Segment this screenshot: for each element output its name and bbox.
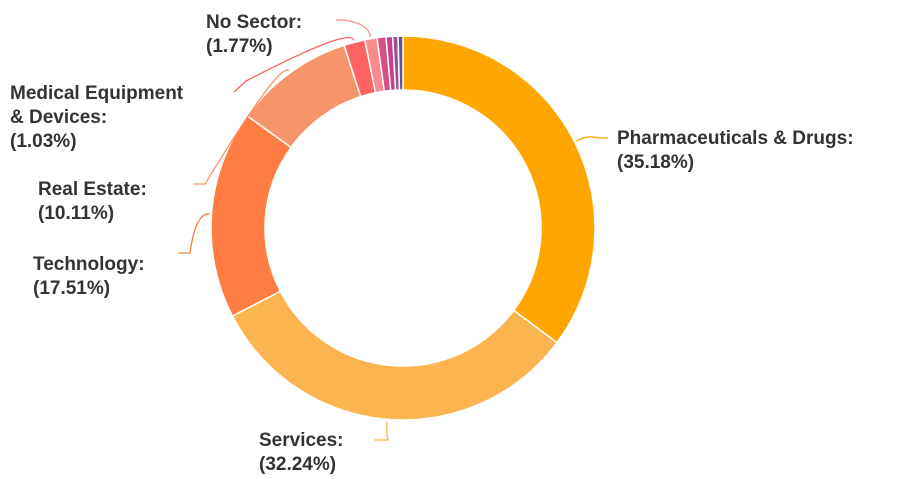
leader-lines — [178, 19, 608, 441]
leader-line-technology — [178, 213, 210, 254]
slice-minor-9[interactable] — [397, 35, 404, 91]
leader-line-pharmaceuticals-and-drugs — [576, 136, 608, 142]
slice-labels: Pharmaceuticals & Drugs: (35.18%) Services… — [10, 12, 854, 475]
leader-line-no-sector — [336, 19, 372, 37]
slice-pharmaceuticals-and-drugs[interactable] — [402, 35, 596, 344]
donut-slices — [210, 35, 596, 421]
slice-label-medical-equipment-and-devices: Medical Equipment & Devices: (1.03%) — [10, 83, 184, 152]
slice-services[interactable] — [231, 290, 559, 421]
leader-line-services — [374, 421, 389, 441]
slice-label-technology: Technology: (17.51%) — [33, 254, 145, 299]
slice-label-real-estate: Real Estate: (10.11%) — [38, 179, 147, 224]
slice-label-services: Services: (32.24%) — [259, 430, 344, 475]
leader-line-real-estate — [193, 69, 290, 185]
slice-label-no-sector: No Sector: (1.77%) — [206, 12, 302, 57]
slice-technology[interactable] — [210, 114, 293, 318]
leader-line-medical-equipment-and-devices — [233, 37, 355, 93]
slice-label-pharmaceuticals-and-drugs: Pharmaceuticals & Drugs: (35.18%) — [617, 128, 854, 173]
